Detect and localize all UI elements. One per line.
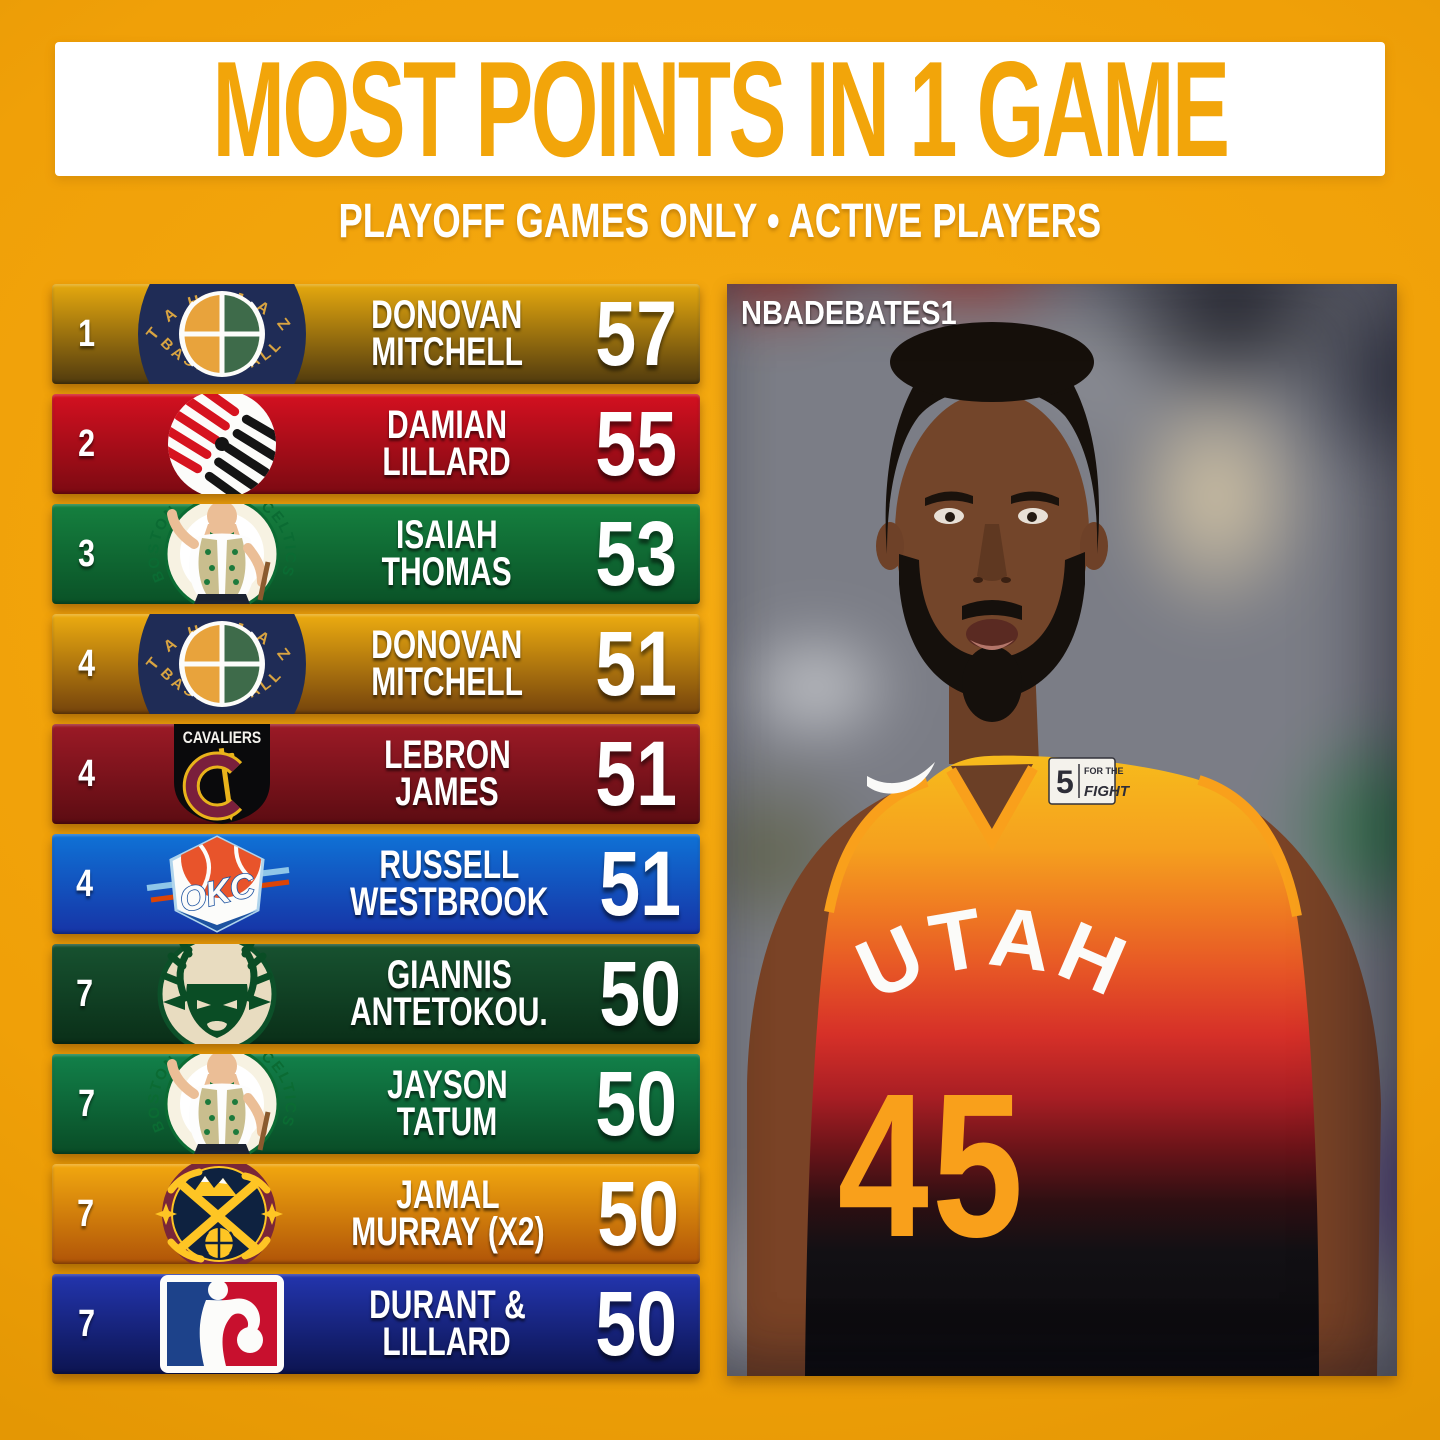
watermark: NBADEBATES1 (741, 294, 957, 331)
team-logo (122, 1274, 322, 1374)
subtitle: PLAYOFF GAMES ONLY • ACTIVE PLAYERS (338, 195, 1102, 248)
player-name: ISAIAH THOMAS (381, 513, 512, 594)
player-name: RUSSELL WESTBROOK (349, 843, 549, 924)
rank-label: 4 (75, 862, 93, 905)
team-logo: BOSTON CELTICS (122, 1054, 322, 1154)
player-name: JAYSON TATUM (386, 1063, 508, 1144)
points-value: 50 (599, 944, 682, 1044)
rank-label: 7 (78, 1082, 96, 1125)
points-value: 51 (595, 724, 677, 824)
rank-label: 2 (78, 422, 96, 465)
player-head (876, 322, 1108, 722)
utah-jazz-logo-icon: UTAH JAZZ BASKETBALL (122, 284, 306, 384)
celtics-logo-icon: BOSTON CELTICS (145, 1054, 297, 1154)
points-value: 50 (595, 1274, 677, 1374)
list-item: 7 DURANT & LILLARD 50 (52, 1274, 700, 1374)
list-item: 4 UTAH JAZZ BASKETBALL (52, 614, 700, 714)
rank-label: 4 (78, 752, 96, 795)
list-item: 7 BOSTON CELTICS (52, 1054, 700, 1154)
rank-label: 7 (76, 972, 94, 1015)
team-logo: UTAH JAZZ BASKETBALL (122, 614, 322, 714)
svg-text:5: 5 (1056, 764, 1074, 800)
bucks-logo-icon (157, 944, 277, 1044)
rank-label: 7 (77, 1192, 95, 1235)
team-logo: OKC (117, 834, 317, 934)
list-item: 3 BOSTON CELTICS (52, 504, 700, 604)
player-photo: 5 FOR THE FIGHT UTAH 45 (727, 284, 1397, 1376)
player-name: DONOVAN MITCHELL (371, 623, 523, 704)
svg-text:FOR THE: FOR THE (1084, 766, 1124, 776)
points-value: 51 (595, 614, 677, 714)
player-name: GIANNIS ANTETOKOU. (350, 953, 548, 1034)
thunder-logo-icon: OKC (146, 835, 290, 933)
list-item: 4 CAVALIERS LEBRON JAMES 51 (52, 724, 700, 824)
team-logo (122, 394, 322, 494)
rank-label: 7 (78, 1302, 96, 1345)
rank-label: 4 (78, 642, 96, 685)
player-name: DONOVAN MITCHELL (371, 293, 523, 374)
player-name: JAMAL MURRAY (X2) (351, 1173, 545, 1254)
nba-logo-icon (160, 1275, 284, 1373)
donovan-mitchell-illustration: 5 FOR THE FIGHT UTAH 45 (747, 322, 1381, 1376)
left-arm (1179, 780, 1381, 1376)
team-logo (117, 944, 317, 1044)
list-item: 2 (52, 394, 700, 494)
points-value: 51 (599, 834, 682, 934)
celtics-logo-icon: BOSTON CELTICS (145, 504, 297, 604)
list-item: 7 GIANNIS ANTETOKOU. (52, 944, 700, 1044)
player-name: DAMIAN LILLARD (382, 403, 512, 484)
svg-text:CAVALIERS: CAVALIERS (183, 729, 261, 748)
neckline-skin (951, 764, 1033, 836)
player-name: DURANT & LILLARD (368, 1283, 526, 1364)
jersey (805, 755, 1319, 1376)
rank-label: 1 (78, 312, 96, 355)
title-banner: MOST POINTS IN 1 GAME (55, 33, 1385, 185)
player-name: LEBRON JAMES (383, 733, 511, 814)
cavaliers-logo-icon: CAVALIERS (174, 724, 270, 824)
points-value: 57 (595, 284, 677, 384)
team-logo: UTAH JAZZ BASKETBALL (122, 284, 322, 384)
page-title: MOST POINTS IN 1 GAME (212, 33, 1231, 185)
svg-text:45: 45 (838, 1052, 1027, 1281)
nuggets-logo-icon (155, 1164, 284, 1264)
points-value: 50 (597, 1164, 680, 1264)
nike-swoosh-icon (867, 762, 935, 794)
list-item: 7 (52, 1164, 700, 1264)
team-logo: CAVALIERS (122, 724, 322, 824)
points-value: 55 (595, 394, 677, 494)
utah-jazz-logo-icon: UTAH JAZZ BASKETBALL (122, 614, 306, 714)
points-value: 53 (595, 504, 677, 604)
ranking-list: 1 UTAH JAZZ BASKETBALL (52, 284, 700, 1384)
trail-blazers-logo-icon (157, 394, 287, 494)
team-logo (119, 1164, 319, 1264)
points-value: 50 (595, 1054, 677, 1154)
jersey-number: 45 (838, 1052, 1027, 1281)
list-item: 1 UTAH JAZZ BASKETBALL (52, 284, 700, 384)
team-logo: BOSTON CELTICS (122, 504, 322, 604)
right-arm (747, 782, 942, 1376)
five-for-the-fight-patch: 5 FOR THE FIGHT (1048, 757, 1131, 805)
rank-label: 3 (78, 532, 96, 575)
svg-text:FIGHT: FIGHT (1084, 783, 1131, 800)
list-item: 4 OKC RUSSELL WES (52, 834, 700, 934)
